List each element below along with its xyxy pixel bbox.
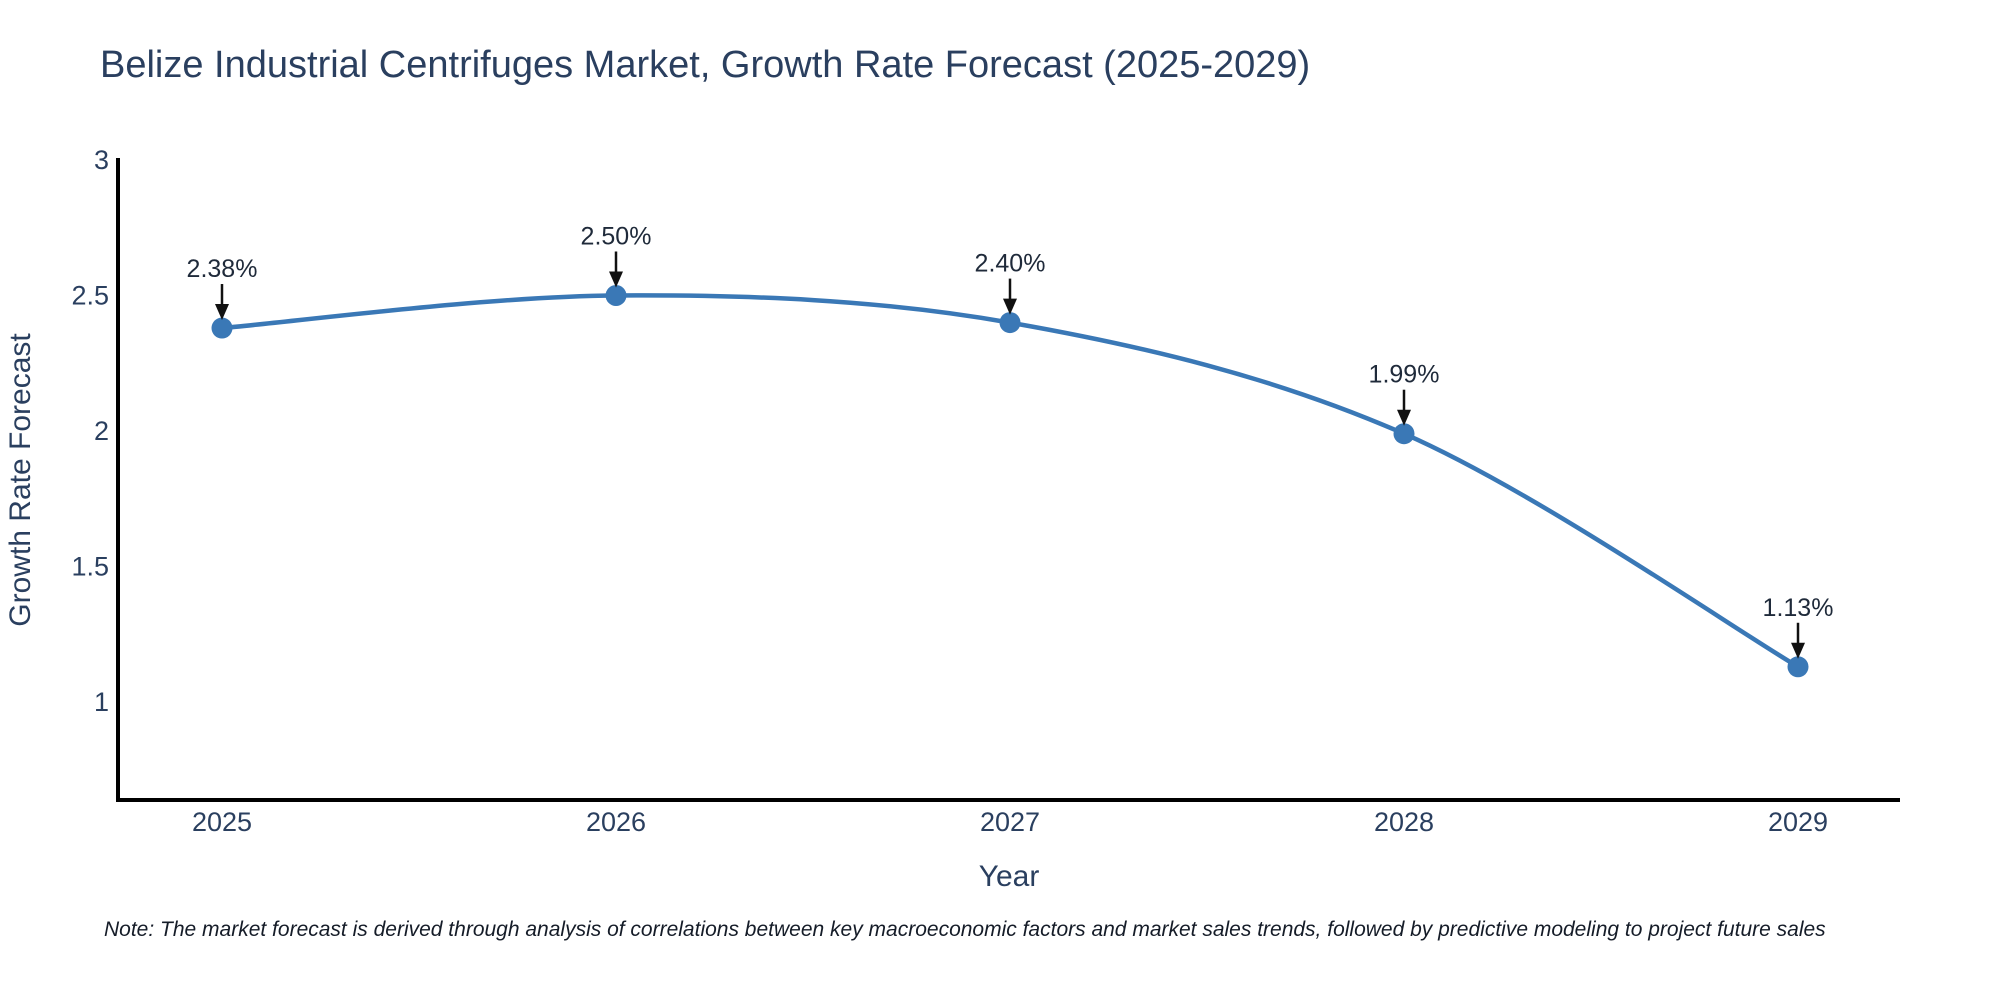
point-value-label: 2.50% [581, 223, 652, 251]
point-value-label: 2.38% [187, 255, 258, 283]
x-tick-label: 2028 [1374, 807, 1434, 837]
note-text: Note: The market forecast is derived thr… [104, 918, 1826, 941]
x-tick-label: 2026 [586, 807, 646, 837]
point-value-label: 1.99% [1369, 361, 1440, 389]
annotation-arrowhead [1003, 298, 1017, 315]
y-tick-label: 2 [94, 416, 109, 446]
annotation-arrowhead [1397, 409, 1411, 426]
data-point[interactable] [211, 317, 233, 339]
annotation-arrowhead [1791, 642, 1805, 659]
y-tick-label: 2.5 [71, 281, 109, 311]
annotation-arrowhead [215, 304, 229, 321]
data-point[interactable] [1393, 423, 1415, 445]
y-tick-label: 3 [94, 145, 109, 175]
data-point[interactable] [605, 285, 627, 306]
x-tick-label: 2029 [1768, 807, 1828, 837]
y-axis-title: Growth Rate Forecast [4, 333, 37, 627]
data-point[interactable] [1787, 656, 1809, 678]
forecast-line [221, 293, 1800, 669]
point-value-label: 2.40% [975, 250, 1046, 278]
x-axis-title: Year [979, 860, 1040, 893]
annotation-arrowhead [609, 271, 623, 288]
x-tick-label: 2025 [192, 807, 252, 837]
x-tick-label: 2027 [980, 807, 1040, 837]
y-tick-label: 1.5 [71, 552, 109, 582]
data-point[interactable] [999, 312, 1021, 334]
point-value-label: 1.13% [1763, 594, 1834, 622]
chart-title: Belize Industrial Centrifuges Market, Gr… [100, 44, 1311, 86]
y-tick-label: 1 [94, 687, 109, 717]
